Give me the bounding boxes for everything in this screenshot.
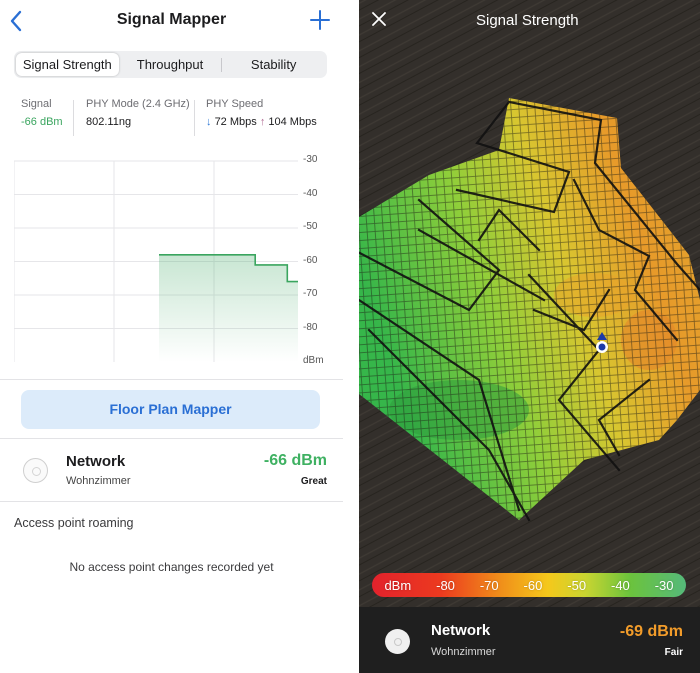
- legend-label: -70: [479, 577, 499, 593]
- phy-speed-label: PHY Speed: [206, 98, 264, 110]
- signal-stat: Signal -66 dBm: [21, 98, 63, 128]
- navigation-bar: Signal Mapper: [0, 0, 343, 44]
- tab-throughput[interactable]: Throughput: [136, 57, 204, 72]
- y-tick-label: -70: [303, 288, 318, 299]
- signal-legend: dBm -80 -70 -60 -50 -40 -30: [372, 573, 686, 597]
- phy-speed-stat: PHY Speed ↓ 72 Mbps ↑ 104 Mbps: [206, 98, 317, 128]
- signal-mapper-panel: Signal Mapper Signal Strength Throughput…: [0, 0, 343, 673]
- access-point-row[interactable]: Network Wohnzimmer -66 dBm Great: [0, 440, 343, 500]
- access-point-name: Network: [431, 622, 491, 639]
- signal-label: Signal: [21, 98, 52, 110]
- tab-stability[interactable]: Stability: [250, 57, 297, 72]
- connection-stats: Signal -66 dBm PHY Mode (2.4 GHz) 802.11…: [0, 98, 343, 142]
- page-title: Signal Mapper: [116, 11, 227, 28]
- heatmap-panel: Signal Strength dBm -80 -70 -60 -50 -40 …: [359, 0, 700, 673]
- access-point-icon: [23, 458, 48, 483]
- access-point-signal: -69 dBm: [619, 623, 683, 640]
- access-point-signal: -66 dBm: [263, 452, 327, 469]
- access-point-footer[interactable]: Network Wohnzimmer -69 dBm Fair: [359, 607, 700, 673]
- empty-state-text: No access point changes recorded yet: [69, 560, 274, 574]
- divider: [0, 379, 343, 380]
- divider: [0, 438, 343, 439]
- signal-chart-plot: [14, 160, 298, 362]
- back-chevron-icon[interactable]: [5, 8, 29, 34]
- y-tick-label: -40: [303, 188, 318, 199]
- access-point-quality: Great: [300, 476, 327, 487]
- phy-mode-label: PHY Mode (2.4 GHz): [86, 98, 190, 110]
- stat-divider: [73, 100, 74, 136]
- add-icon[interactable]: [308, 8, 332, 32]
- download-speed: 72 Mbps: [214, 116, 257, 128]
- floor-plan-mapper-button[interactable]: Floor Plan Mapper: [21, 390, 320, 429]
- floor-heatmap[interactable]: [359, 0, 700, 673]
- y-unit-label: dBm: [303, 355, 324, 366]
- access-point-location: Wohnzimmer: [431, 646, 496, 658]
- tab-signal-strength[interactable]: Signal Strength: [16, 53, 119, 76]
- access-point-quality: Fair: [664, 647, 683, 658]
- access-point-icon: [385, 629, 410, 654]
- access-point-location: Wohnzimmer: [66, 475, 131, 487]
- phy-mode-stat: PHY Mode (2.4 GHz) 802.11ng: [86, 98, 190, 128]
- signal-value: -66 dBm: [21, 116, 63, 128]
- y-tick-label: -60: [303, 255, 318, 266]
- signal-area: [159, 254, 298, 362]
- upload-speed: 104 Mbps: [268, 116, 317, 128]
- section-header-roaming: Access point roaming: [14, 516, 134, 530]
- download-arrow-icon: ↓: [206, 116, 212, 128]
- signal-chart: -30 -40 -50 -60 -70 -80 dBm: [14, 154, 343, 367]
- legend-label: -40: [610, 577, 630, 593]
- y-tick-label: -50: [303, 221, 318, 232]
- heatmap-title: Signal Strength: [476, 12, 579, 29]
- access-point-name: Network: [66, 453, 126, 470]
- y-tick-label: -80: [303, 322, 318, 333]
- y-tick-label: -30: [303, 154, 318, 165]
- close-icon[interactable]: [371, 11, 387, 27]
- legend-unit: dBm: [384, 577, 412, 593]
- phy-speed-value: ↓ 72 Mbps ↑ 104 Mbps: [206, 116, 317, 128]
- legend-label: -80: [436, 577, 455, 593]
- legend-label: -50: [567, 577, 587, 593]
- stat-divider: [194, 100, 195, 136]
- phy-mode-value: 802.11ng: [86, 116, 132, 128]
- legend-label: -30: [654, 577, 674, 593]
- tab-separator: [221, 58, 223, 72]
- upload-arrow-icon: ↑: [259, 116, 266, 128]
- signal-line: [159, 254, 298, 283]
- legend-label: -60: [523, 577, 543, 593]
- divider: [0, 501, 343, 502]
- segmented-control: Signal Strength Throughput Stability: [14, 51, 327, 78]
